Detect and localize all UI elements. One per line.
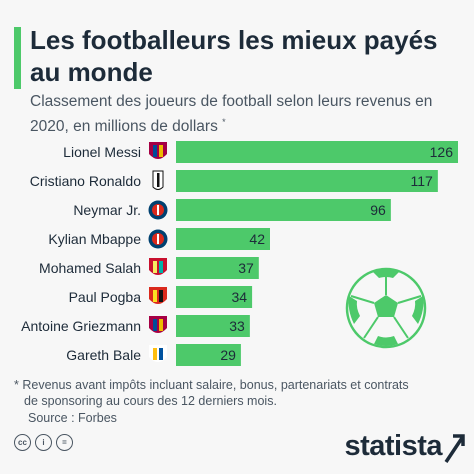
category-label: Antoine Griezmann (21, 318, 141, 334)
bar (176, 170, 438, 192)
juventus-crest-icon (152, 170, 164, 190)
attribution-icon: i (35, 434, 52, 451)
psg-crest-icon (148, 200, 168, 220)
category-label: Cristiano Ronaldo (30, 173, 141, 189)
statista-logo[interactable]: statista (344, 430, 442, 462)
liverpool-crest-icon (149, 258, 167, 275)
crest-shape (149, 258, 167, 275)
football-illustration (345, 267, 427, 349)
creative-commons-icon: cc (14, 434, 31, 451)
category-label: Neymar Jr. (73, 202, 141, 218)
crest-shape (159, 319, 163, 331)
crest-shape (159, 290, 163, 302)
data-label: 117 (411, 173, 434, 189)
chart-subtitle: Classement des joueurs de football selon… (30, 92, 460, 137)
category-label: Gareth Bale (66, 347, 141, 363)
data-label: 29 (220, 347, 236, 363)
crest-shape (153, 290, 157, 302)
data-label: 34 (232, 289, 248, 305)
bar (176, 286, 253, 308)
crest-shape (153, 319, 157, 331)
title-accent-bar (14, 27, 21, 89)
footnote: * Revenus avant impôts incluant salaire,… (14, 377, 464, 426)
license-icons[interactable]: cc i = (14, 434, 73, 451)
crest-shape (157, 234, 159, 244)
crest-shape (149, 345, 167, 362)
category-label: Kylian Mbappe (48, 231, 141, 247)
crest-shape (153, 261, 157, 273)
psg-crest-icon (148, 229, 168, 249)
bar (176, 199, 391, 221)
data-label: 42 (249, 231, 265, 247)
data-label: 33 (229, 318, 245, 334)
crest-shape (153, 145, 157, 157)
category-label: Paul Pogba (69, 289, 142, 305)
category-label: Mohamed Salah (39, 260, 141, 276)
source-text: Source : Forbes (28, 411, 117, 425)
footnote-line-1: * Revenus avant impôts incluant salaire,… (14, 378, 409, 392)
bar (176, 257, 259, 279)
crest-shape (157, 173, 160, 187)
crest-shape (159, 348, 163, 360)
category-label: Lionel Messi (63, 144, 141, 160)
crest-shape (159, 261, 163, 273)
bar (176, 141, 458, 163)
bar-chart: Lionel Messi 126 Cristiano Ronaldo 117 Neyma… (21, 141, 458, 366)
footnote-line-2: de sponsoring au cours des 12 derniers m… (24, 394, 277, 408)
crest-shape (149, 287, 167, 304)
fc-barcelona-crest-icon (149, 316, 167, 333)
bar (176, 344, 241, 366)
bar (176, 315, 250, 337)
data-label: 37 (238, 260, 254, 276)
data-label: 126 (430, 144, 454, 160)
subtitle-text: Classement des joueurs de football selon… (30, 93, 433, 136)
crest-shape (149, 142, 167, 159)
footer: cc i = statista (0, 424, 474, 474)
crest-shape (157, 205, 159, 215)
subtitle-footnote-mark: * (222, 117, 226, 127)
crest-shape (159, 145, 163, 157)
crest-shape (153, 348, 157, 360)
data-label: 96 (370, 202, 386, 218)
fc-barcelona-crest-icon (149, 142, 167, 159)
no-derivatives-icon: = (56, 434, 73, 451)
real-madrid-crest-icon (149, 345, 167, 362)
statista-arrow-icon (444, 434, 465, 463)
manchester-united-crest-icon (149, 287, 167, 304)
chart-title: Les footballeurs les mieux payés au mond… (30, 25, 438, 87)
crest-shape (149, 316, 167, 333)
bar (176, 228, 270, 250)
